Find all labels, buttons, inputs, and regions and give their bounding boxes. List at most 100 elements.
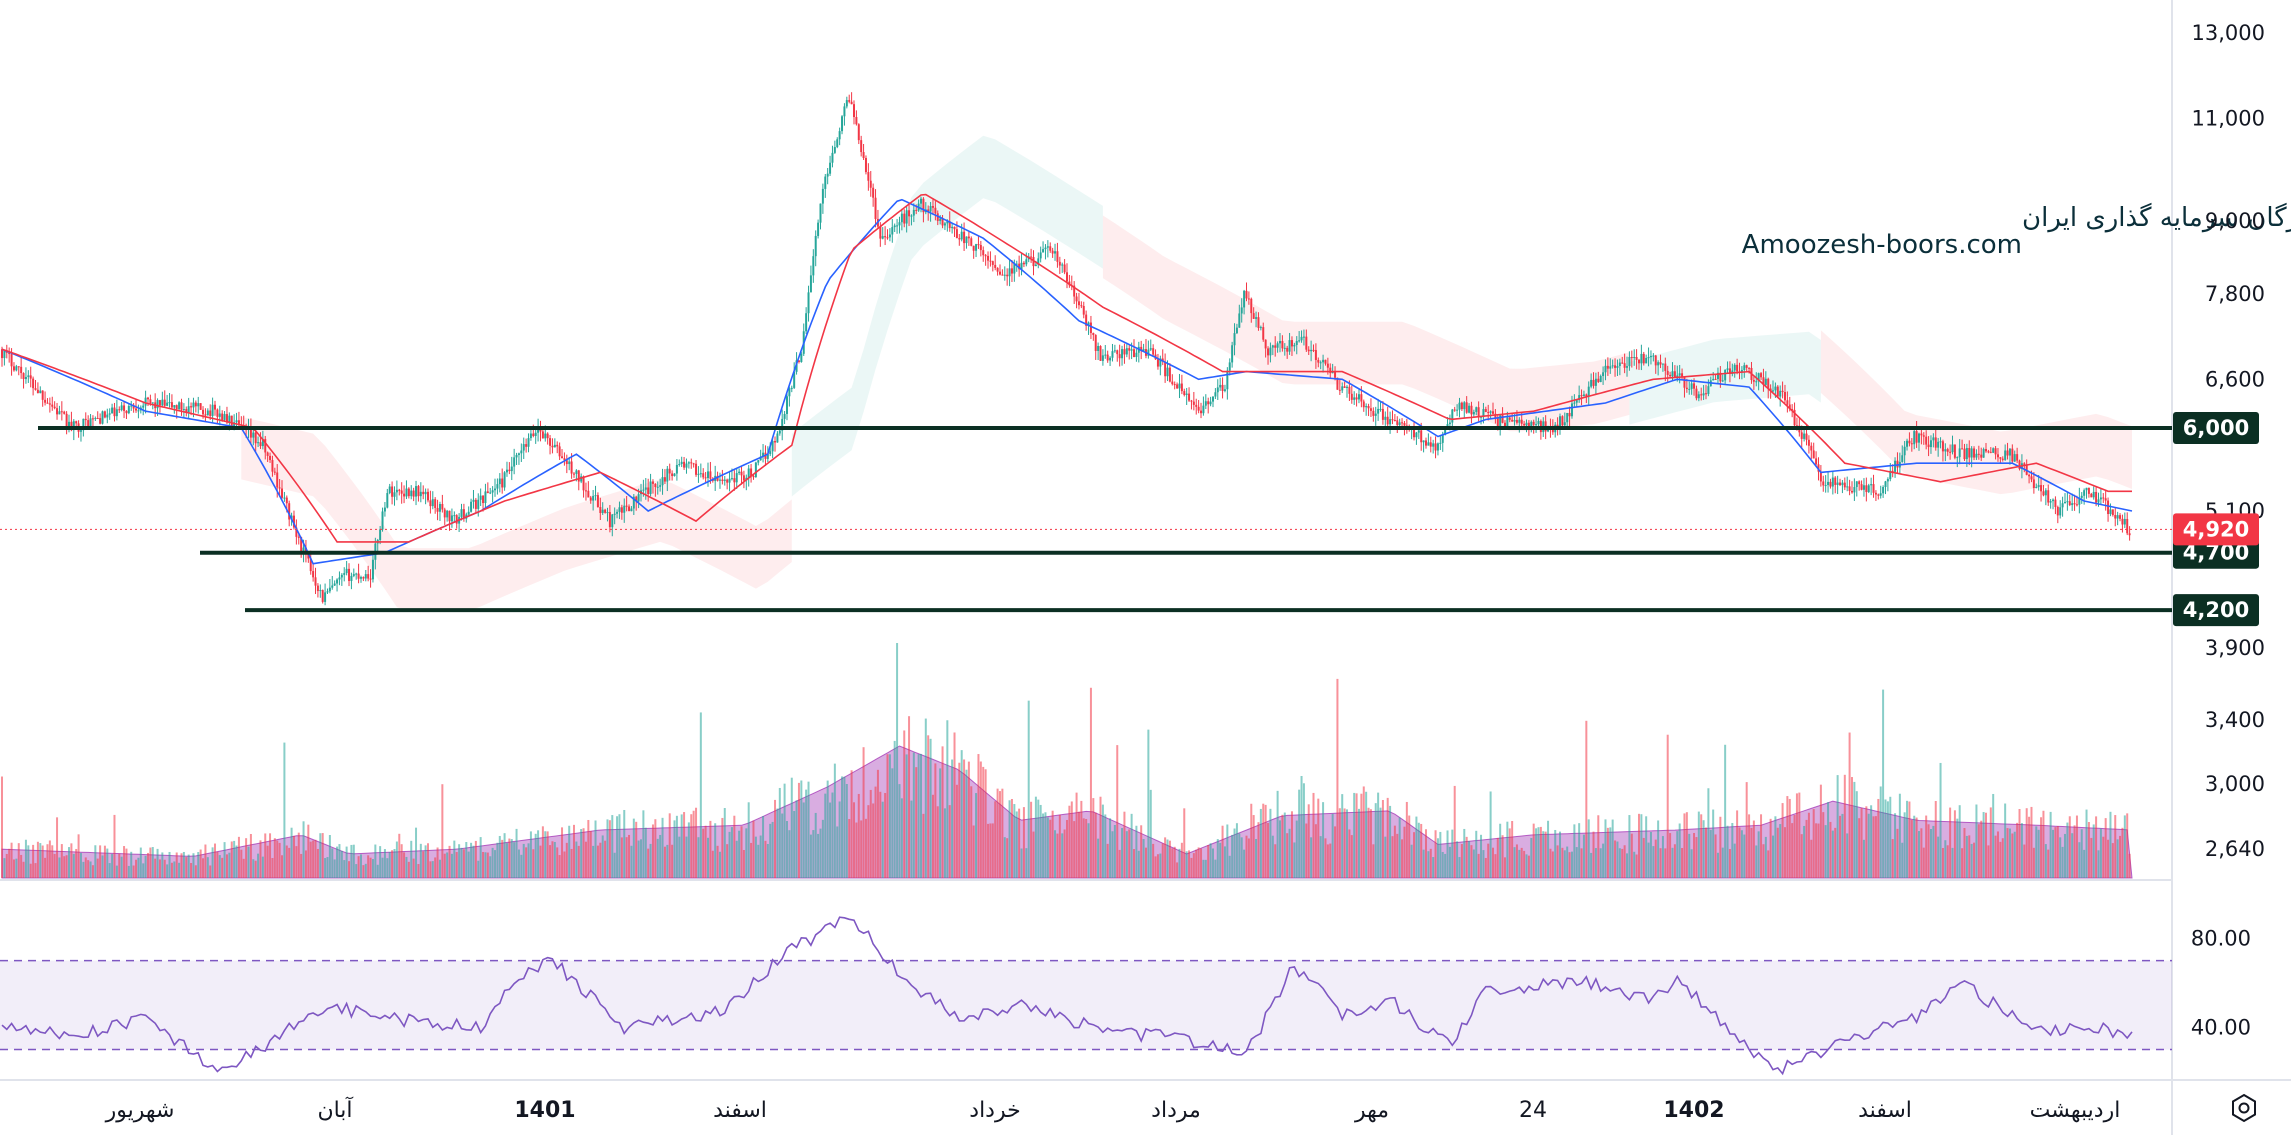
candle[interactable]	[1003, 266, 1006, 281]
candle[interactable]	[194, 400, 197, 413]
candle[interactable]	[2047, 484, 2050, 506]
candle[interactable]	[520, 443, 523, 462]
candle[interactable]	[845, 96, 848, 109]
candle[interactable]	[340, 573, 343, 586]
candle[interactable]	[1910, 438, 1913, 452]
candle[interactable]	[1281, 335, 1284, 352]
candle[interactable]	[336, 578, 339, 592]
candle[interactable]	[522, 437, 525, 459]
candle[interactable]	[199, 403, 202, 410]
candle[interactable]	[1087, 321, 1090, 335]
candle[interactable]	[1743, 362, 1746, 378]
candle[interactable]	[963, 222, 966, 251]
candle[interactable]	[1855, 481, 1858, 497]
candle[interactable]	[2049, 498, 2052, 509]
candle[interactable]	[596, 492, 599, 508]
candle[interactable]	[1290, 336, 1293, 356]
candle[interactable]	[903, 209, 906, 228]
candle[interactable]	[1415, 431, 1418, 445]
candle[interactable]	[1475, 406, 1478, 416]
candle[interactable]	[1518, 417, 1521, 433]
candle[interactable]	[994, 255, 997, 271]
candle[interactable]	[2111, 509, 2114, 517]
candle[interactable]	[118, 406, 121, 414]
candle[interactable]	[819, 203, 822, 230]
candle[interactable]	[505, 461, 508, 477]
candle[interactable]	[972, 245, 975, 259]
candle[interactable]	[608, 504, 611, 533]
candle[interactable]	[1298, 331, 1301, 343]
candle[interactable]	[1602, 366, 1605, 385]
candle[interactable]	[343, 567, 346, 582]
candle[interactable]	[1582, 390, 1585, 397]
candle[interactable]	[982, 246, 985, 262]
candle[interactable]	[1101, 349, 1104, 366]
candle[interactable]	[1654, 354, 1657, 374]
candle[interactable]	[1432, 439, 1435, 454]
candle[interactable]	[663, 469, 666, 484]
candle[interactable]	[537, 418, 540, 442]
candle[interactable]	[1255, 311, 1258, 328]
candle[interactable]	[2104, 490, 2107, 511]
candle[interactable]	[723, 476, 726, 486]
candle[interactable]	[1695, 385, 1698, 401]
candle[interactable]	[577, 469, 580, 491]
candle[interactable]	[1152, 344, 1155, 357]
candle[interactable]	[331, 575, 334, 590]
candle[interactable]	[429, 490, 432, 514]
candle[interactable]	[321, 589, 324, 604]
candle[interactable]	[24, 367, 27, 384]
candle[interactable]	[2066, 492, 2069, 511]
candle[interactable]	[393, 486, 396, 506]
candle[interactable]	[422, 485, 425, 500]
candle[interactable]	[2080, 492, 2083, 504]
candle[interactable]	[1279, 333, 1281, 353]
candle[interactable]	[503, 471, 506, 491]
candle[interactable]	[1302, 329, 1305, 346]
candle[interactable]	[1776, 385, 1779, 398]
candle[interactable]	[1937, 437, 1940, 457]
candle[interactable]	[1123, 343, 1126, 364]
candle[interactable]	[668, 463, 671, 481]
candle[interactable]	[1259, 325, 1262, 331]
candle[interactable]	[1374, 406, 1377, 426]
candle[interactable]	[1001, 269, 1004, 276]
candle[interactable]	[1489, 410, 1492, 419]
candle[interactable]	[728, 470, 731, 492]
candle[interactable]	[1501, 407, 1504, 424]
candle[interactable]	[1070, 275, 1073, 291]
candle[interactable]	[1465, 396, 1468, 414]
candle[interactable]	[1118, 344, 1121, 367]
candle[interactable]	[1649, 350, 1652, 365]
candle[interactable]	[1439, 435, 1442, 451]
candle[interactable]	[1594, 372, 1597, 395]
candle[interactable]	[1585, 393, 1588, 404]
candle[interactable]	[1161, 349, 1164, 366]
candle[interactable]	[934, 201, 937, 221]
candle[interactable]	[2061, 496, 2064, 517]
candle[interactable]	[1353, 391, 1356, 405]
candle[interactable]	[831, 145, 834, 168]
candle[interactable]	[2128, 526, 2131, 541]
candle[interactable]	[1365, 403, 1368, 416]
candle[interactable]	[168, 393, 171, 408]
candle[interactable]	[774, 436, 777, 452]
candle[interactable]	[1460, 401, 1463, 411]
candle[interactable]	[446, 509, 449, 522]
candle[interactable]	[697, 466, 700, 483]
candle[interactable]	[601, 502, 604, 515]
candle[interactable]	[836, 137, 839, 149]
candle[interactable]	[853, 100, 855, 125]
candle[interactable]	[941, 215, 944, 229]
candle[interactable]	[3, 349, 6, 366]
candle[interactable]	[759, 449, 762, 461]
candle[interactable]	[1623, 353, 1626, 374]
candle[interactable]	[120, 401, 123, 412]
candle[interactable]	[900, 208, 903, 231]
candle[interactable]	[1659, 354, 1662, 369]
candle[interactable]	[2028, 473, 2031, 484]
candle[interactable]	[94, 416, 97, 422]
candle[interactable]	[1915, 420, 1918, 448]
candle[interactable]	[498, 473, 501, 493]
candle[interactable]	[1058, 256, 1061, 274]
